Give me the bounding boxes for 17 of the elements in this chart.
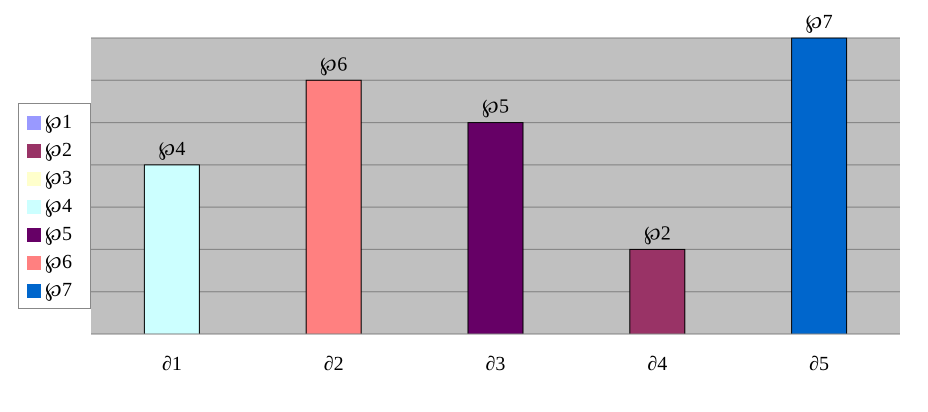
legend-label: ℘1 xyxy=(45,111,72,133)
data-label: ℘4 xyxy=(158,138,186,160)
legend-label: ℘2 xyxy=(45,139,72,161)
legend-label: ℘6 xyxy=(45,251,72,273)
data-label: ℘6 xyxy=(320,53,348,76)
legend-label: ℘7 xyxy=(45,279,72,301)
x-tick-label: ∂2 xyxy=(324,353,344,376)
data-label: ℘7 xyxy=(806,11,833,33)
legend-label: ℘5 xyxy=(45,223,72,245)
legend-label: ℘4 xyxy=(45,195,72,217)
legend-label: ℘3 xyxy=(45,167,72,189)
x-tick-label: ∂5 xyxy=(809,353,830,376)
x-tick-label: ∂4 xyxy=(647,353,668,376)
x-tick-label: ∂3 xyxy=(486,353,506,376)
x-tick-label: ∂1 xyxy=(162,353,182,376)
data-label: ℘2 xyxy=(644,222,671,244)
data-label: ℘5 xyxy=(482,96,509,118)
